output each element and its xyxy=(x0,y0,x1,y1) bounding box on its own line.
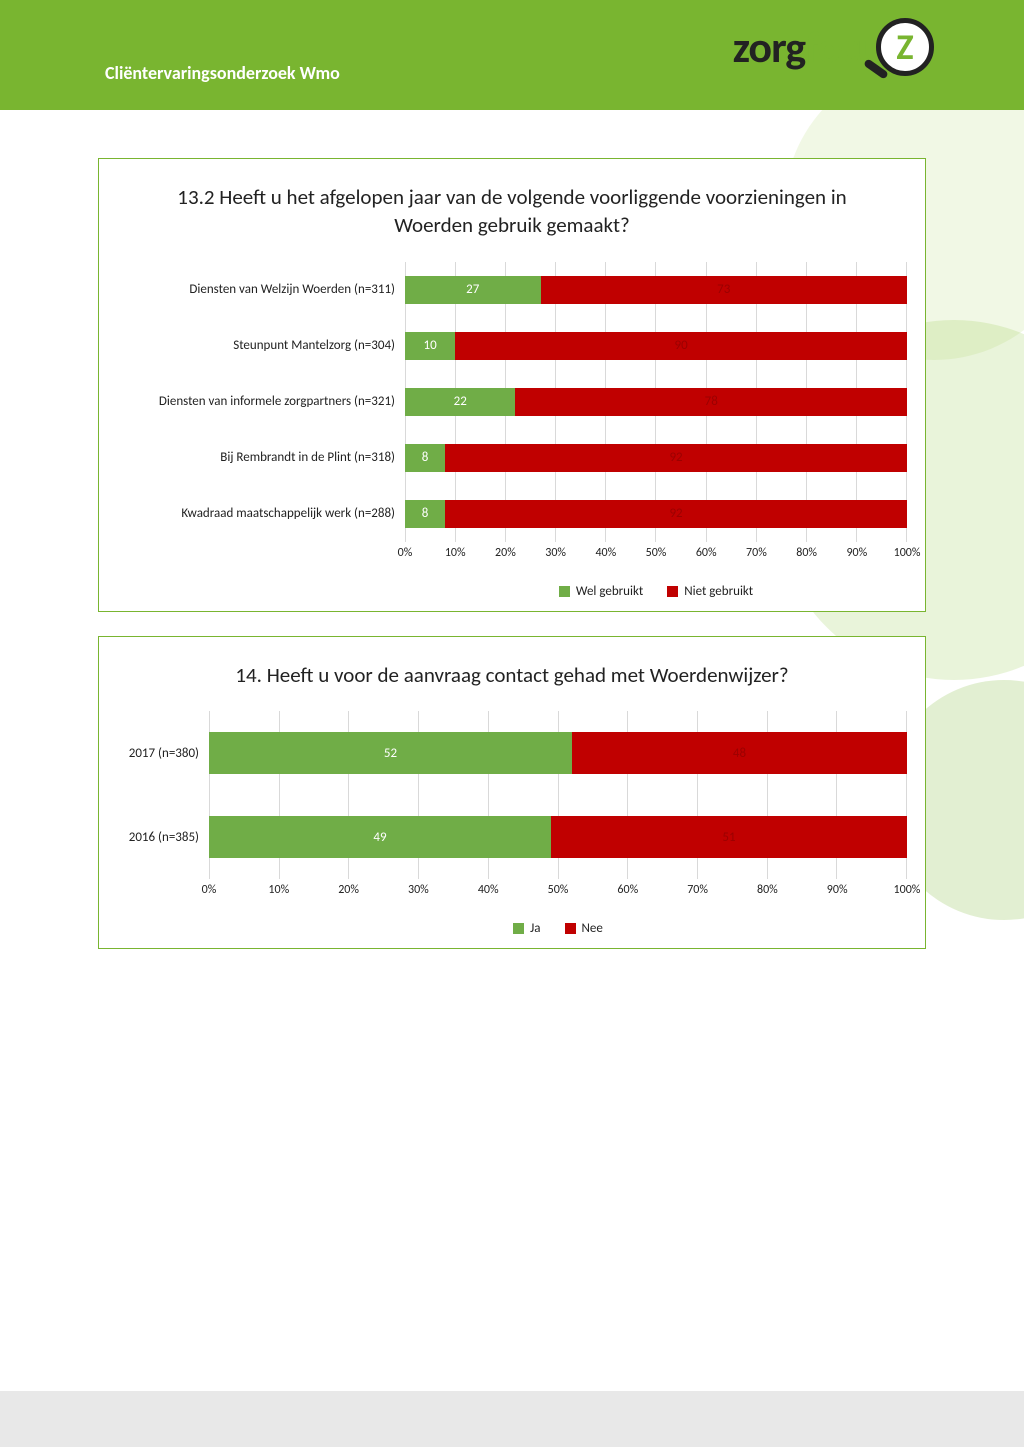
bar-segment: 10 xyxy=(405,332,455,360)
bar-row: 5248 xyxy=(209,711,907,795)
stacked-bar: 892 xyxy=(405,500,907,528)
bar-segment: 8 xyxy=(405,500,445,528)
content: 13.2 Heeft u het afgelopen jaar van de v… xyxy=(0,110,1024,949)
chart1-bars: 277310902278892892 xyxy=(405,262,907,542)
page: Cliëntervaringsonderzoek Wmo zorgfocu Z … xyxy=(0,0,1024,1447)
legend-swatch xyxy=(565,923,576,934)
bar-segment: 92 xyxy=(445,500,907,528)
bar-segment: 90 xyxy=(455,332,907,360)
bar-row: 892 xyxy=(405,486,907,542)
bar-row: 4951 xyxy=(209,795,907,879)
chart1-plot: 277310902278892892 0%10%20%30%40%50%60%7… xyxy=(405,262,907,599)
chart1: Diensten van Welzijn Woerden (n=311)Steu… xyxy=(117,262,907,599)
bar-row: 2278 xyxy=(405,374,907,430)
stacked-bar: 892 xyxy=(405,444,907,472)
y-axis-label: Steunpunt Mantelzorg (n=304) xyxy=(117,318,405,374)
legend-swatch xyxy=(559,586,570,597)
y-axis-label: Diensten van Welzijn Woerden (n=311) xyxy=(117,262,405,318)
y-axis-label: 2017 (n=380) xyxy=(117,711,209,795)
chart2-plot: 5248 4951 0%10%20%30%40%50%60%70%80%90%10… xyxy=(209,711,907,936)
legend-item: Niet gebruikt xyxy=(667,584,753,599)
bar-row: 2773 xyxy=(405,262,907,318)
bar-segment: 92 xyxy=(445,444,907,472)
bar-row: 1090 xyxy=(405,318,907,374)
logo-letter: Z xyxy=(896,25,913,69)
bar-segment: 78 xyxy=(515,388,907,416)
legend-swatch xyxy=(513,923,524,934)
stacked-bar: 2278 xyxy=(405,388,907,416)
stacked-bar: 1090 xyxy=(405,332,907,360)
chart2: 2017 (n=380)2016 (n=385) 5248 4951 0%10%2… xyxy=(117,711,907,936)
legend-item: Ja xyxy=(513,921,540,936)
bar-segment: 52 xyxy=(209,732,572,774)
x-axis-tick: 90%100% xyxy=(857,546,907,564)
bar-segment: 22 xyxy=(405,388,515,416)
chart1-y-labels: Diensten van Welzijn Woerden (n=311)Steu… xyxy=(117,262,405,599)
stacked-bar: 4951 xyxy=(209,816,907,858)
page-title: Cliëntervaringsonderzoek Wmo xyxy=(105,62,340,84)
footer-strip xyxy=(0,1391,1024,1447)
chart-card-1: 13.2 Heeft u het afgelopen jaar van de v… xyxy=(98,158,926,612)
legend-label: Nee xyxy=(582,921,603,936)
bar-row: 892 xyxy=(405,430,907,486)
bar-segment: 51 xyxy=(551,816,907,858)
legend-label: Ja xyxy=(530,921,540,936)
chart1-title: 13.2 Heeft u het afgelopen jaar van de v… xyxy=(157,183,867,240)
chart2-title: 14. Heeft u voor de aanvraag contact geh… xyxy=(157,661,867,689)
chart-card-2: 14. Heeft u voor de aanvraag contact geh… xyxy=(98,636,926,949)
chart2-bars: 5248 4951 xyxy=(209,711,907,879)
legend-item: Nee xyxy=(565,921,603,936)
chart1-x-axis: 0%10%20%30%40%50%60%70%80%90%100% xyxy=(405,546,907,564)
y-axis-label: Kwadraad maatschappelijk werk (n=288) xyxy=(117,486,405,542)
chart2-x-axis: 0%10%20%30%40%50%60%70%80%90%100% xyxy=(209,883,907,901)
header-banner: Cliëntervaringsonderzoek Wmo zorgfocu Z xyxy=(0,0,1024,110)
legend-label: Wel gebruikt xyxy=(576,584,643,599)
bar-segment: 49 xyxy=(209,816,551,858)
stacked-bar: 5248 xyxy=(209,732,907,774)
magnifier-icon: Z xyxy=(876,18,934,76)
bar-segment: 8 xyxy=(405,444,445,472)
bar-segment: 48 xyxy=(572,732,907,774)
y-axis-label: 2016 (n=385) xyxy=(117,795,209,879)
logo-text: zorgfocu xyxy=(733,20,880,74)
stacked-bar: 2773 xyxy=(405,276,907,304)
x-axis-tick: 90%100% xyxy=(837,883,907,901)
y-axis-label: Diensten van informele zorgpartners (n=3… xyxy=(117,374,405,430)
chart2-legend: Ja Nee xyxy=(209,921,907,936)
chart2-y-labels: 2017 (n=380)2016 (n=385) xyxy=(117,711,209,936)
logo-part1: zorg xyxy=(733,20,805,74)
y-axis-label: Bij Rembrandt in de Plint (n=318) xyxy=(117,430,405,486)
chart1-legend: Wel gebruikt Niet gebruikt xyxy=(405,584,907,599)
logo: zorgfocu Z xyxy=(733,18,934,76)
legend-swatch xyxy=(667,586,678,597)
legend-label: Niet gebruikt xyxy=(684,584,753,599)
legend-item: Wel gebruikt xyxy=(559,584,643,599)
bar-segment: 27 xyxy=(405,276,541,304)
bar-segment: 73 xyxy=(541,276,907,304)
